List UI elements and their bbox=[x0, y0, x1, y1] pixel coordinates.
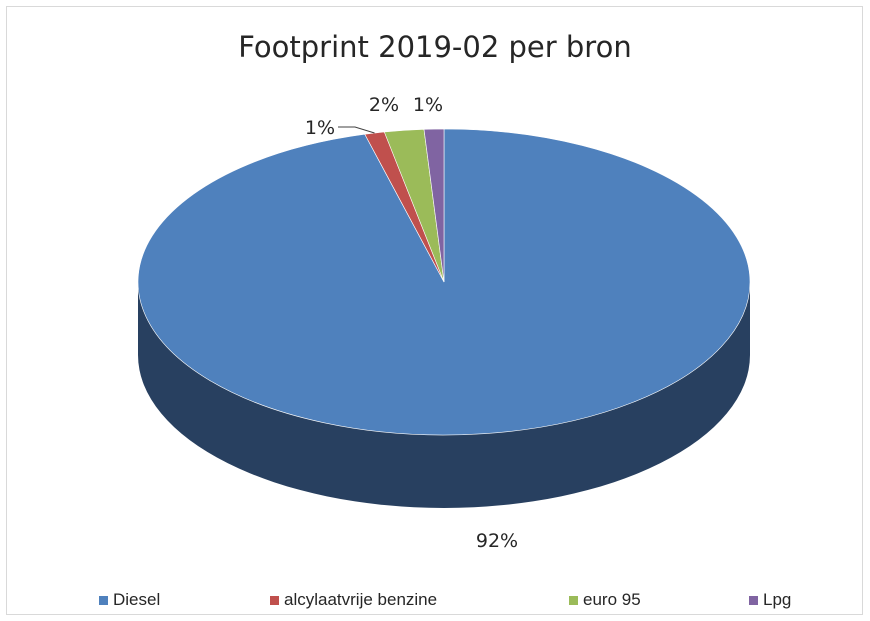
chart-title: Footprint 2019-02 per bron bbox=[238, 30, 632, 64]
pie-labels: 92% 1% 2% 1% bbox=[305, 94, 518, 552]
pie-tops bbox=[137, 128, 751, 436]
legend-item-euro-95: euro 95 bbox=[569, 589, 641, 611]
legend-item-lpg: Lpg bbox=[749, 589, 791, 611]
legend: Diesel alcylaatvrije benzine euro 95 Lpg bbox=[0, 589, 870, 611]
legend-swatch bbox=[569, 595, 578, 605]
data-label-euro-95: 2% bbox=[369, 94, 399, 116]
legend-label: Lpg bbox=[763, 590, 792, 609]
data-label-alcylaatvrije-benzine: 1% bbox=[305, 117, 335, 139]
legend-swatch bbox=[749, 595, 758, 605]
pie-sides bbox=[138, 282, 750, 508]
legend-swatch bbox=[270, 595, 279, 605]
legend-item-diesel: Diesel bbox=[99, 589, 160, 611]
leader-line bbox=[338, 126, 375, 134]
pie-slice-lpg bbox=[423, 128, 445, 283]
legend-label: Diesel bbox=[113, 590, 161, 609]
legend-item-alcylaatvrije-benzine: alcylaatvrije benzine bbox=[270, 589, 437, 611]
data-label-diesel: 92% bbox=[476, 530, 518, 552]
data-label-lpg: 1% bbox=[413, 94, 443, 116]
legend-swatch bbox=[99, 595, 108, 605]
legend-label: euro 95 bbox=[583, 590, 641, 609]
legend-label: alcylaatvrije benzine bbox=[284, 590, 438, 609]
pie-side-diesel bbox=[138, 282, 750, 508]
